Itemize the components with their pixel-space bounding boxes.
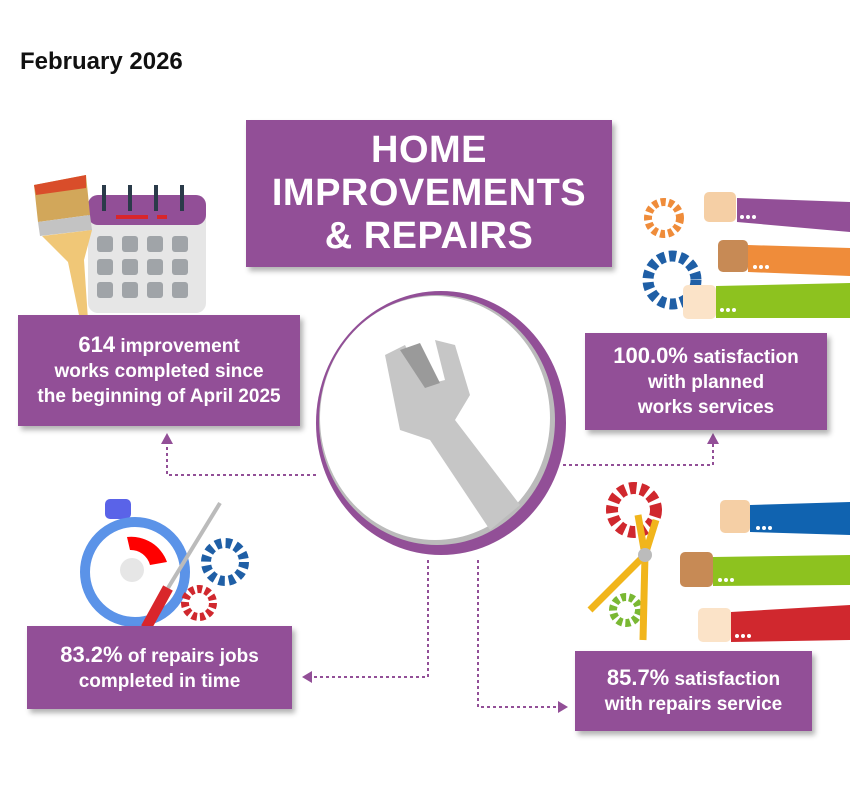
stat-text: of repairs jobs — [122, 645, 259, 667]
connector-top-left — [166, 440, 316, 476]
arrow-left — [302, 671, 312, 683]
stat-text: the beginning of April 2025 — [37, 386, 281, 407]
stat-repairs-satisfaction: 85.7% satisfaction with repairs service — [575, 651, 812, 731]
thumbs-up-gears-icon — [642, 192, 850, 319]
arrow-up — [161, 433, 173, 444]
connector-top-right — [563, 440, 714, 466]
arrow-up — [707, 433, 719, 444]
stat-text: works completed since — [54, 361, 264, 382]
calendar-paintbrush-icon — [34, 175, 206, 320]
stat-value: 614 — [78, 332, 116, 357]
stat-text: with repairs service — [604, 694, 783, 715]
page-title: HOME IMPROVEMENTS & REPAIRS — [246, 120, 612, 267]
stat-text: improvement — [115, 336, 240, 357]
pliers-thumbs-up-icon — [587, 482, 850, 642]
wrench-icon — [316, 291, 566, 555]
stat-repairs-in-time: 83.2% of repairs jobs completed in time — [27, 626, 292, 709]
stat-improvement-works: 614 improvement works completed since th… — [18, 315, 300, 426]
stat-planned-works-satisfaction: 100.0% satisfaction with planned works s… — [585, 333, 827, 430]
title-line: & REPAIRS — [324, 215, 534, 257]
stat-value: 85.7% — [606, 665, 670, 690]
stat-text: satisfaction — [669, 669, 781, 690]
stat-text: with planned — [647, 372, 765, 393]
report-date: February 2026 — [20, 48, 183, 75]
stat-value: 100.0% — [613, 343, 688, 368]
connector-bottom-left — [310, 560, 429, 678]
title-line: HOME — [371, 129, 487, 171]
title-line: IMPROVEMENTS — [271, 172, 587, 214]
stat-text: completed in time — [78, 670, 241, 692]
connector-bottom-right — [477, 560, 560, 708]
arrow-right — [558, 701, 568, 713]
stat-text: satisfaction — [687, 347, 799, 368]
stat-value: 83.2% — [60, 641, 123, 667]
stat-text: works services — [637, 397, 775, 418]
stopwatch-screwdriver-icon — [80, 499, 249, 631]
